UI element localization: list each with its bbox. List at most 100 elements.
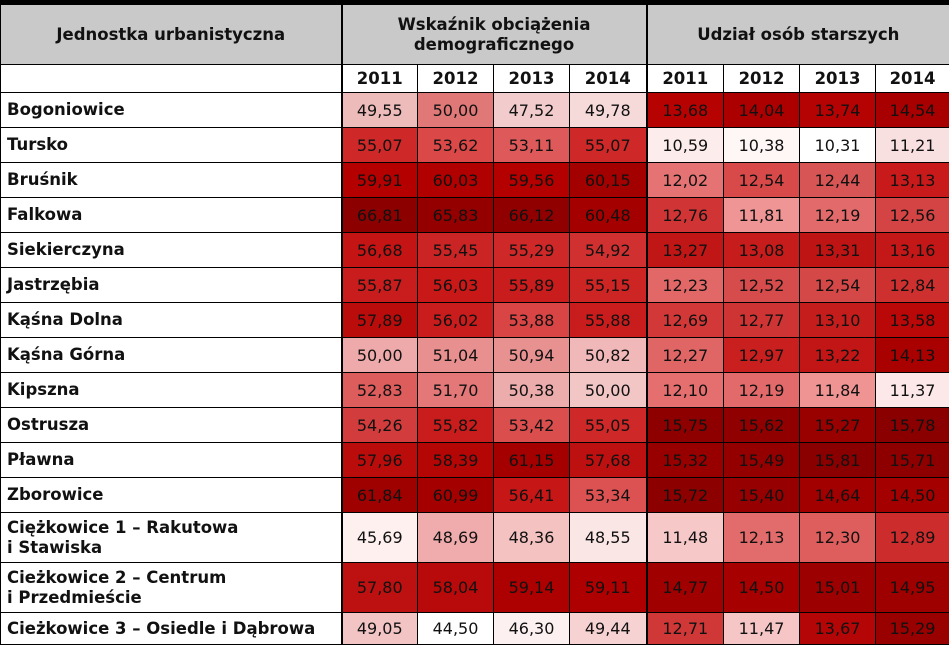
load-ratio-cell: 51,70 [418, 373, 494, 408]
load-ratio-cell: 55,07 [342, 128, 418, 163]
header-group-load-ratio: Wskaźnik obciążenia demograficznego [342, 5, 647, 65]
unit-name: Kąśna Górna [1, 338, 342, 373]
elderly-share-cell: 12,56 [876, 198, 949, 233]
load-ratio-cell: 65,83 [418, 198, 494, 233]
elderly-share-cell: 15,78 [876, 408, 949, 443]
load-ratio-cell: 55,88 [570, 303, 647, 338]
load-ratio-cell: 48,55 [570, 513, 647, 563]
year-header: 2013 [800, 65, 876, 93]
elderly-share-cell: 12,84 [876, 268, 949, 303]
load-ratio-cell: 66,12 [494, 198, 570, 233]
elderly-share-cell: 12,52 [724, 268, 800, 303]
load-ratio-cell: 59,91 [342, 163, 418, 198]
load-ratio-cell: 55,82 [418, 408, 494, 443]
load-ratio-cell: 59,56 [494, 163, 570, 198]
load-ratio-cell: 56,68 [342, 233, 418, 268]
load-ratio-cell: 55,07 [570, 128, 647, 163]
elderly-share-cell: 11,48 [647, 513, 724, 563]
elderly-share-cell: 13,31 [800, 233, 876, 268]
load-ratio-cell: 46,30 [494, 613, 570, 645]
elderly-share-cell: 13,58 [876, 303, 949, 338]
load-ratio-cell: 50,94 [494, 338, 570, 373]
load-ratio-cell: 45,69 [342, 513, 418, 563]
load-ratio-cell: 58,04 [418, 563, 494, 613]
elderly-share-cell: 15,27 [800, 408, 876, 443]
elderly-share-cell: 10,38 [724, 128, 800, 163]
elderly-share-cell: 14,50 [876, 478, 949, 513]
unit-name: Kipszna [1, 373, 342, 408]
elderly-share-cell: 13,10 [800, 303, 876, 338]
unit-name: Bogoniowice [1, 93, 342, 128]
load-ratio-cell: 57,89 [342, 303, 418, 338]
elderly-share-cell: 12,69 [647, 303, 724, 338]
load-ratio-cell: 66,81 [342, 198, 418, 233]
elderly-share-cell: 13,27 [647, 233, 724, 268]
load-ratio-cell: 53,42 [494, 408, 570, 443]
elderly-share-cell: 15,81 [800, 443, 876, 478]
elderly-share-cell: 10,31 [800, 128, 876, 163]
load-ratio-cell: 53,34 [570, 478, 647, 513]
load-ratio-cell: 55,87 [342, 268, 418, 303]
unit-name: Siekierczyna [1, 233, 342, 268]
elderly-share-cell: 12,19 [724, 373, 800, 408]
elderly-share-cell: 13,16 [876, 233, 949, 268]
unit-name: Zborowice [1, 478, 342, 513]
elderly-share-cell: 15,01 [800, 563, 876, 613]
elderly-share-cell: 12,71 [647, 613, 724, 645]
load-ratio-cell: 55,45 [418, 233, 494, 268]
unit-name: Pławna [1, 443, 342, 478]
elderly-share-cell: 12,77 [724, 303, 800, 338]
elderly-share-cell: 14,04 [724, 93, 800, 128]
elderly-share-cell: 12,76 [647, 198, 724, 233]
load-ratio-cell: 56,41 [494, 478, 570, 513]
elderly-share-cell: 15,71 [876, 443, 949, 478]
load-ratio-cell: 55,15 [570, 268, 647, 303]
elderly-share-cell: 13,67 [800, 613, 876, 645]
unit-name: Bruśnik [1, 163, 342, 198]
elderly-share-cell: 12,44 [800, 163, 876, 198]
load-ratio-cell: 54,26 [342, 408, 418, 443]
years-row: 2011 2012 2013 2014 2011 2012 2013 2014 [1, 65, 949, 93]
elderly-share-cell: 11,37 [876, 373, 949, 408]
unit-name: Falkowa [1, 198, 342, 233]
elderly-share-cell: 11,84 [800, 373, 876, 408]
load-ratio-cell: 49,78 [570, 93, 647, 128]
unit-name: Cieżkowice 3 – Osiedle i Dąbrowa [1, 613, 342, 645]
load-ratio-cell: 57,96 [342, 443, 418, 478]
elderly-share-cell: 14,50 [724, 563, 800, 613]
load-ratio-cell: 57,68 [570, 443, 647, 478]
elderly-share-cell: 11,21 [876, 128, 949, 163]
year-header: 2011 [647, 65, 724, 93]
year-header: 2011 [342, 65, 418, 93]
elderly-share-cell: 12,10 [647, 373, 724, 408]
elderly-share-cell: 14,64 [800, 478, 876, 513]
elderly-share-cell: 12,13 [724, 513, 800, 563]
load-ratio-cell: 56,03 [418, 268, 494, 303]
load-ratio-cell: 49,44 [570, 613, 647, 645]
load-ratio-cell: 50,00 [418, 93, 494, 128]
load-ratio-cell: 59,14 [494, 563, 570, 613]
elderly-share-cell: 12,97 [724, 338, 800, 373]
elderly-share-cell: 12,54 [724, 163, 800, 198]
year-header: 2013 [494, 65, 570, 93]
elderly-share-cell: 15,32 [647, 443, 724, 478]
elderly-share-cell: 10,59 [647, 128, 724, 163]
load-ratio-cell: 60,03 [418, 163, 494, 198]
elderly-share-cell: 12,30 [800, 513, 876, 563]
load-ratio-cell: 51,04 [418, 338, 494, 373]
load-ratio-cell: 60,48 [570, 198, 647, 233]
elderly-share-cell: 11,81 [724, 198, 800, 233]
elderly-share-cell: 13,08 [724, 233, 800, 268]
elderly-share-cell: 12,23 [647, 268, 724, 303]
load-ratio-cell: 50,00 [342, 338, 418, 373]
load-ratio-cell: 61,84 [342, 478, 418, 513]
year-header: 2014 [570, 65, 647, 93]
